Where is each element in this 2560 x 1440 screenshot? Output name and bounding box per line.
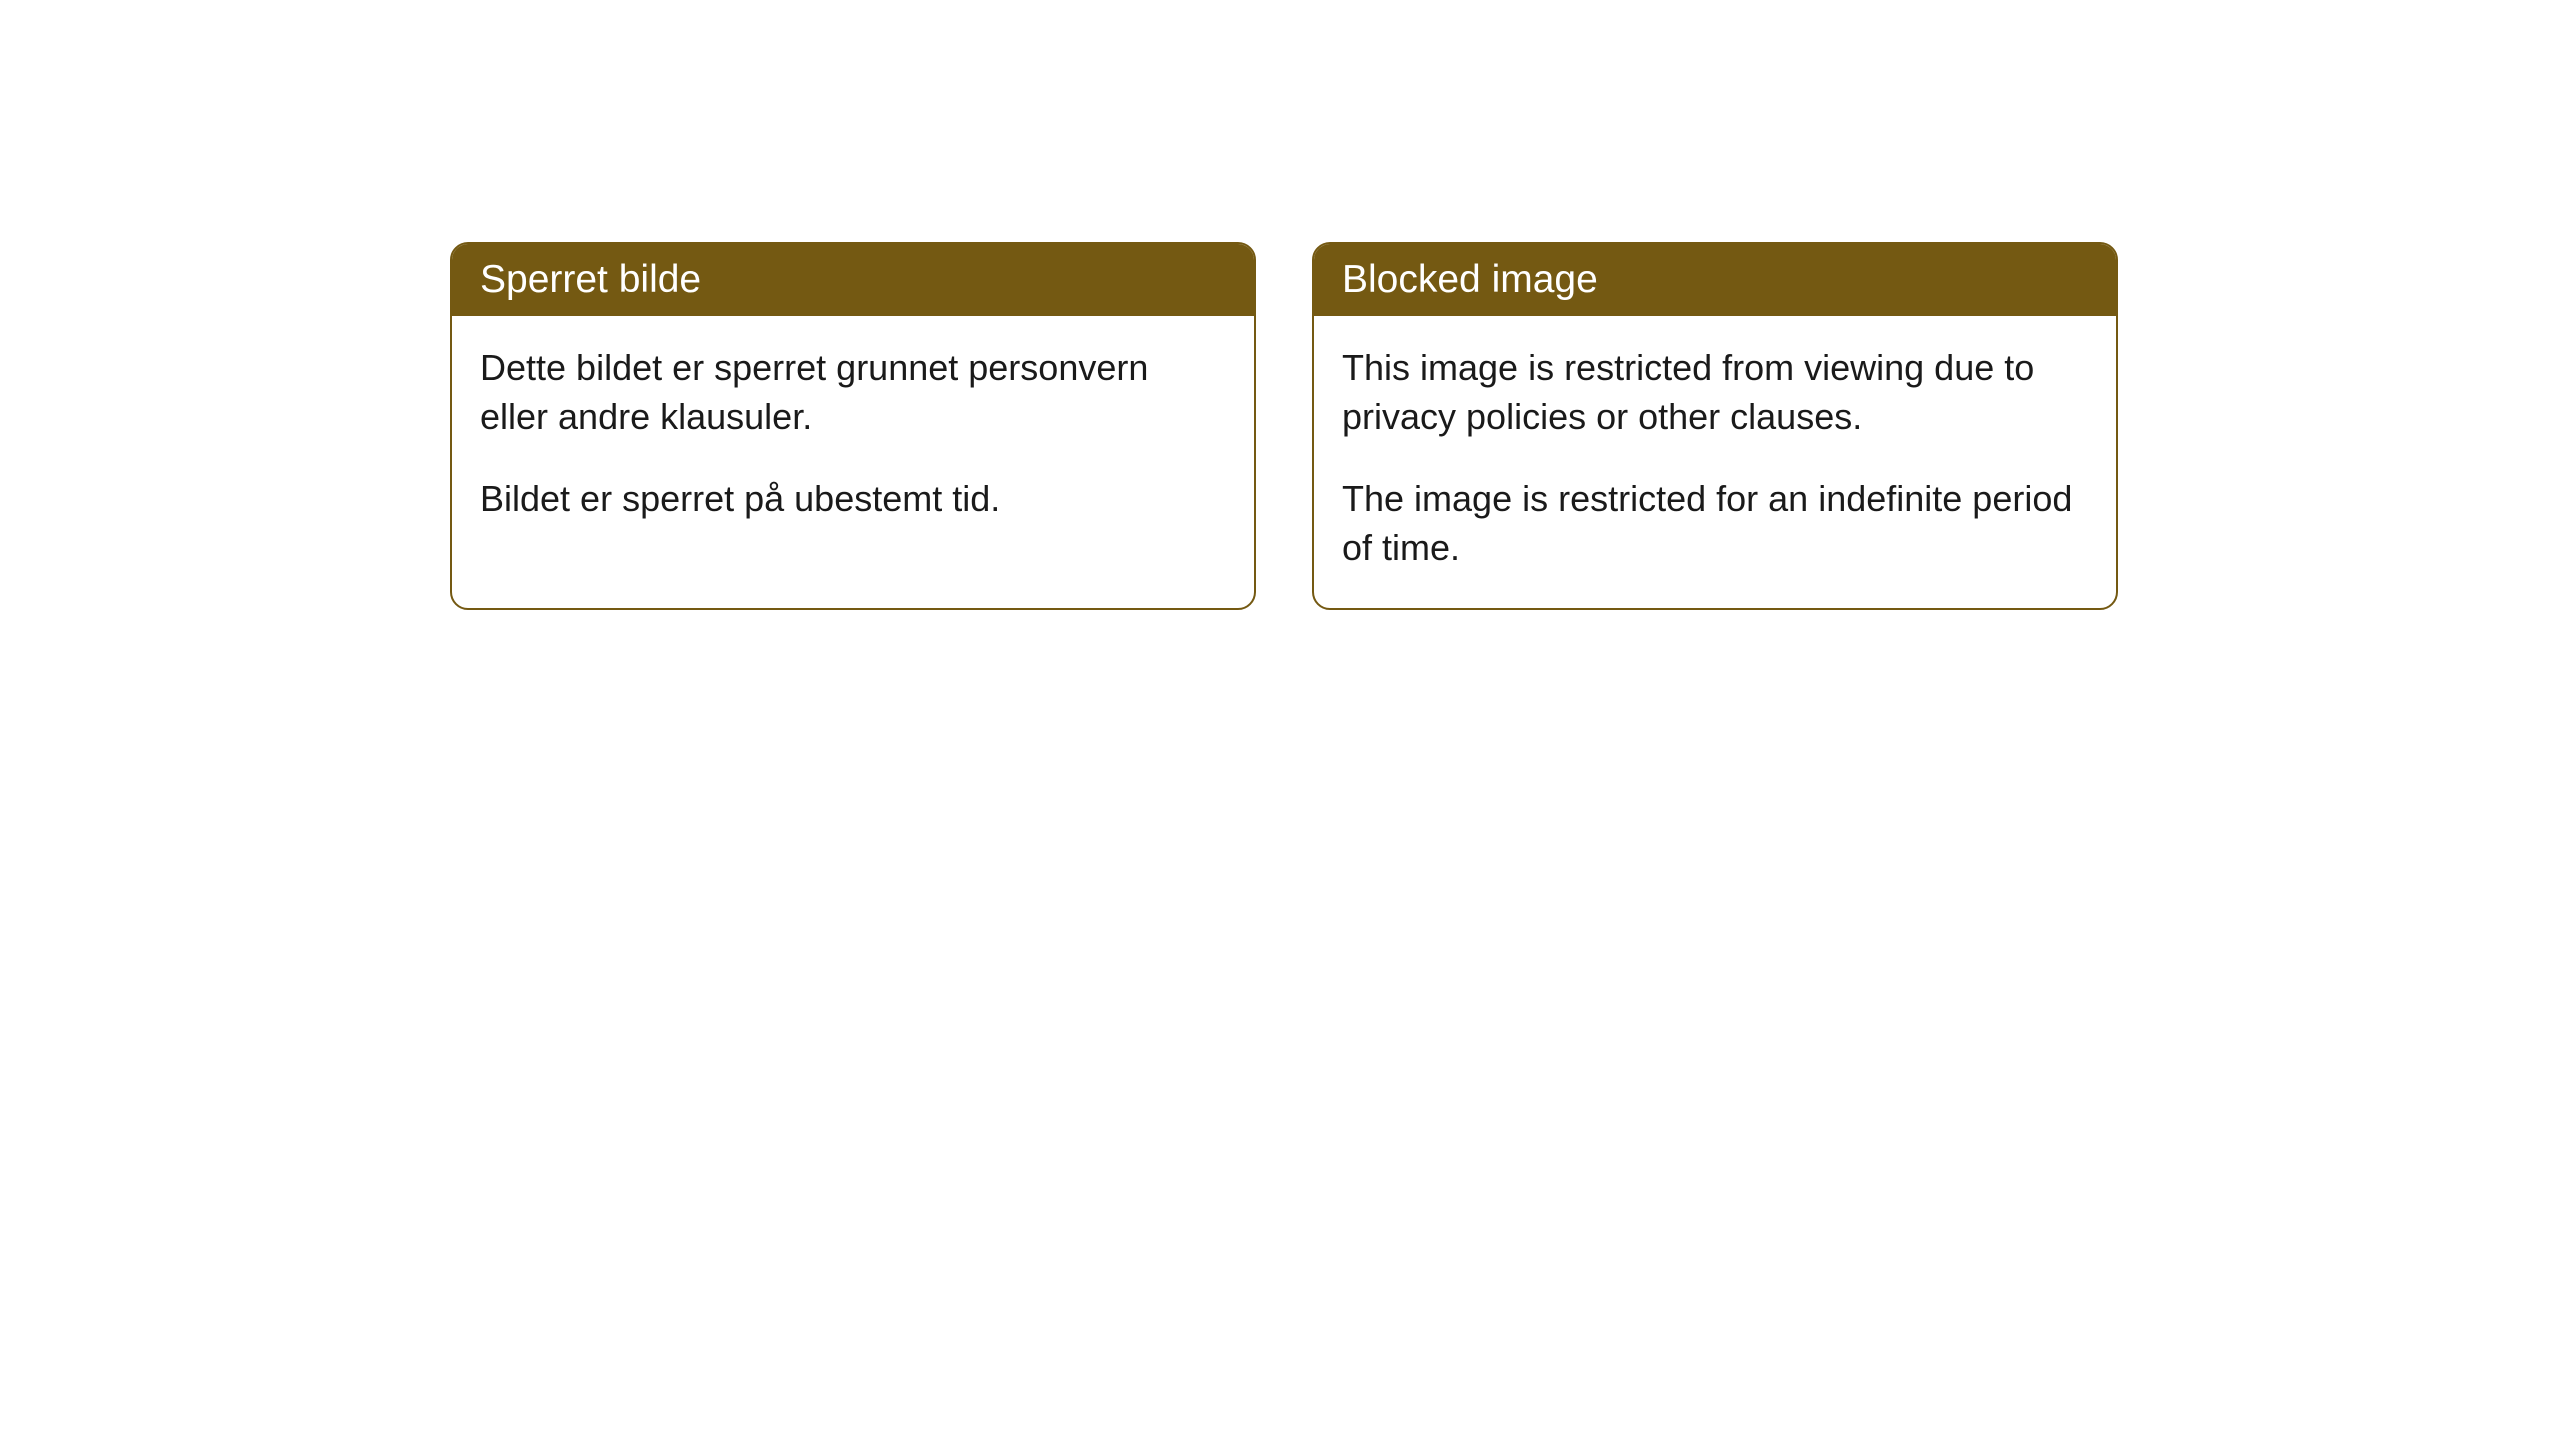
card-header-english: Blocked image [1314, 244, 2116, 316]
card-title: Sperret bilde [480, 258, 701, 301]
card-body-norwegian: Dette bildet er sperret grunnet personve… [452, 316, 1254, 560]
card-title: Blocked image [1342, 258, 1598, 301]
card-paragraph: The image is restricted for an indefinit… [1342, 475, 2088, 572]
cards-container: Sperret bilde Dette bildet er sperret gr… [450, 242, 2118, 610]
card-header-norwegian: Sperret bilde [452, 244, 1254, 316]
card-norwegian: Sperret bilde Dette bildet er sperret gr… [450, 242, 1256, 610]
card-paragraph: Bildet er sperret på ubestemt tid. [480, 475, 1226, 524]
card-paragraph: This image is restricted from viewing du… [1342, 344, 2088, 441]
card-paragraph: Dette bildet er sperret grunnet personve… [480, 344, 1226, 441]
card-body-english: This image is restricted from viewing du… [1314, 316, 2116, 608]
card-english: Blocked image This image is restricted f… [1312, 242, 2118, 610]
